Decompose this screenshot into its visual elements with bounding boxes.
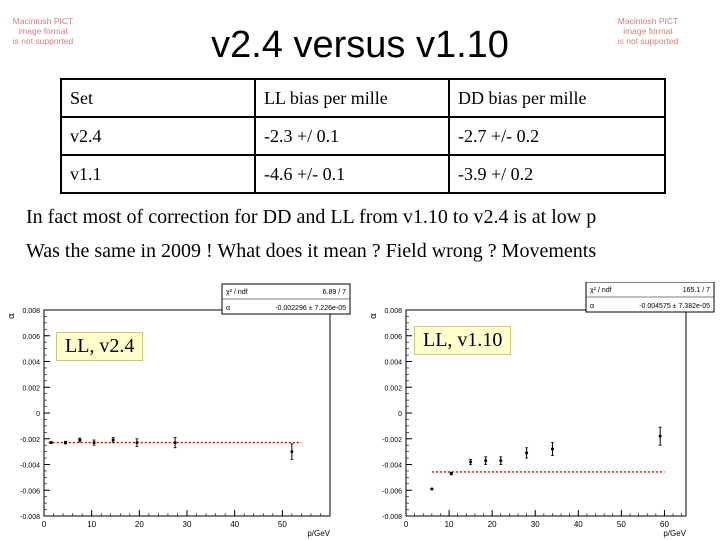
data-point <box>484 459 488 463</box>
slide-title: v2.4 versus v1.10 <box>211 24 509 66</box>
y-axis-label: α <box>7 313 17 319</box>
y-tick-label: -0.002 <box>382 437 402 444</box>
data-point <box>290 450 294 454</box>
table-header-cell: LL bias per mille <box>254 78 450 118</box>
y-tick-label: -0.008 <box>20 514 40 521</box>
y-tick-label: -0.008 <box>382 514 402 521</box>
data-point <box>449 472 453 476</box>
data-point <box>430 487 434 491</box>
data-point <box>658 434 662 438</box>
y-tick-label: 0.004 <box>384 360 402 367</box>
stats-param-value: -0.002296 ± 7.226e-05 <box>275 305 346 312</box>
table-cell: v2.4 <box>60 116 256 156</box>
data-point <box>92 441 96 445</box>
placeholder-line: image format <box>623 26 673 36</box>
bias-table: Set LL bias per mille DD bias per mille … <box>60 78 666 194</box>
y-axis-label: α <box>369 313 379 319</box>
stats-chi2-value: 6.89 / 7 <box>323 289 346 296</box>
x-tick-label: 60 <box>660 520 669 529</box>
stats-param-label: α <box>226 305 230 312</box>
x-tick-label: 30 <box>531 520 540 529</box>
placeholder-line: Macintosh PICT <box>12 16 74 26</box>
y-tick-label: 0.006 <box>22 334 40 341</box>
x-tick-label: 20 <box>488 520 497 529</box>
table-row: v1.1 -4.6 +/- 0.1 -3.9 +/ 0.2 <box>60 154 666 194</box>
x-tick-label: 40 <box>574 520 583 529</box>
data-point <box>525 451 529 455</box>
stats-param-value: -0.004575 ± 7.382e-05 <box>639 303 710 310</box>
y-tick-label: 0 <box>398 411 402 418</box>
plot-ll-v1-10: -0.008 -0.006 -0.004 -0.002 0 0.002 0.004 0.006… <box>369 282 715 538</box>
x-tick-label: 0 <box>42 520 47 529</box>
x-tick-label: 30 <box>183 520 192 529</box>
y-tick-label: 0.002 <box>22 385 40 392</box>
data-point <box>135 441 139 445</box>
x-axis-label: p/GeV <box>307 529 330 538</box>
body-text-line: In fact most of correction for DD and LL… <box>26 206 597 228</box>
x-tick-label: 40 <box>230 520 239 529</box>
plot-label-ll-v1-10: LL, v1.10 <box>414 326 512 355</box>
unsupported-image-placeholder-left: Macintosh PICT image format is not suppo… <box>2 16 84 50</box>
table-cell: v1.1 <box>60 154 256 194</box>
y-tick-label: 0.002 <box>384 385 402 392</box>
data-point <box>173 441 177 445</box>
table-header-cell: Set <box>60 78 256 118</box>
unsupported-image-placeholder-right: Macintosh PICT image format is not suppo… <box>588 16 708 50</box>
x-tick-label: 10 <box>445 520 454 529</box>
table-cell: -4.6 +/- 0.1 <box>254 154 450 194</box>
x-tick-label: 50 <box>617 520 626 529</box>
table-cell: -2.7 +/- 0.2 <box>448 116 666 156</box>
body-text-line: Was the same in 2009 ! What does it mean… <box>26 240 597 262</box>
y-tick-label: -0.004 <box>382 463 402 470</box>
placeholder-line: Macintosh PICT <box>617 16 679 26</box>
y-tick-label: -0.002 <box>20 437 40 444</box>
y-tick-label: 0.006 <box>384 334 402 341</box>
y-tick-label: -0.006 <box>20 488 40 495</box>
table-header-cell: DD bias per mille <box>448 78 666 118</box>
y-tick-label: -0.006 <box>382 488 402 495</box>
table-cell: -3.9 +/ 0.2 <box>448 154 666 194</box>
y-tick-label: 0.004 <box>22 360 40 367</box>
x-tick-label: 50 <box>278 520 287 529</box>
x-axis-label: p/GeV <box>663 529 686 538</box>
x-tick-label: 0 <box>404 520 409 529</box>
table-cell: -2.3 +/ 0.1 <box>254 116 450 156</box>
placeholder-line: is not supported <box>617 36 679 46</box>
data-point <box>550 447 554 451</box>
plot-ll-v2-4: -0.008 -0.006 -0.004 -0.002 0 0.002 0.004 0.006… <box>7 283 351 538</box>
data-point <box>469 460 473 464</box>
stats-param-label: α <box>590 303 594 310</box>
y-tick-label: 0 <box>36 411 40 418</box>
y-tick-label: 0.008 <box>22 308 40 315</box>
data-point <box>111 438 115 442</box>
y-tick-label: 0.008 <box>384 308 402 315</box>
x-tick-label: 10 <box>87 520 96 529</box>
placeholder-line: image format <box>18 26 68 36</box>
stats-chi2-label: χ² / ndf <box>226 289 248 296</box>
data-point <box>63 441 67 445</box>
data-point <box>78 438 82 442</box>
plot-label-ll-v2-4: LL, v2.4 <box>56 332 144 361</box>
stats-chi2-label: χ² / ndf <box>590 287 612 294</box>
stats-chi2-value: 165.1 / 7 <box>683 287 710 294</box>
x-tick-label: 20 <box>135 520 144 529</box>
data-point <box>499 459 503 463</box>
table-row: v2.4 -2.3 +/ 0.1 -2.7 +/- 0.2 <box>60 116 666 156</box>
placeholder-line: is not supported <box>12 36 74 46</box>
table-header-row: Set LL bias per mille DD bias per mille <box>60 78 666 118</box>
data-point <box>49 441 53 445</box>
y-tick-label: -0.004 <box>20 463 40 470</box>
